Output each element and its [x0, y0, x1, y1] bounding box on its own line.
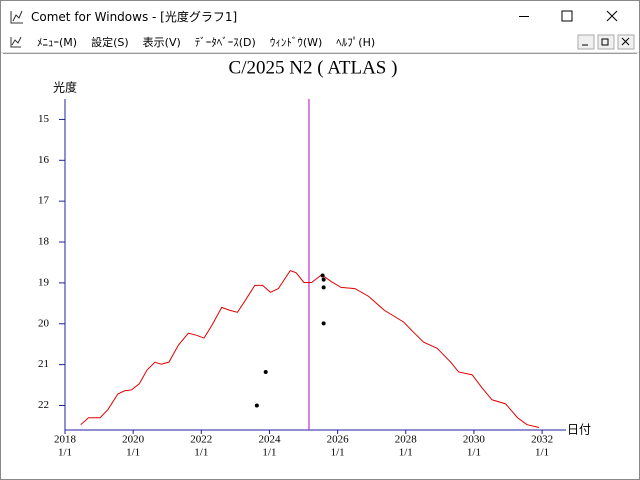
observation: [321, 277, 326, 282]
y-tick-label: 20: [38, 317, 50, 329]
observation: [321, 321, 326, 326]
y-tick-label: 15: [38, 113, 50, 125]
y-axis-label: 光度: [53, 80, 77, 95]
maximize[interactable]: [561, 10, 573, 22]
brightness-curve: [80, 270, 540, 429]
chart-title: C/2025 N2 ( ATLAS ): [229, 57, 398, 78]
y-tick-label: 22: [38, 399, 49, 411]
window-controls[interactable]: [499, 1, 639, 32]
close[interactable]: [606, 10, 618, 22]
x-axis-label: 日付: [567, 423, 591, 437]
x-tick-label: 2024: [258, 434, 281, 446]
observation: [320, 273, 325, 278]
observation: [321, 285, 326, 290]
x-tick-label: 2026: [327, 434, 350, 446]
x-tick-sublabel: 1/1: [262, 447, 276, 459]
x-tick-sublabel: 1/1: [331, 447, 345, 459]
title-bar: Comet for Windows - [光度グラフ1]: [1, 1, 639, 32]
x-tick-sublabel: 1/1: [194, 447, 208, 459]
menu-icon: [10, 36, 22, 48]
menu-item[interactable]: 設定(S): [91, 36, 129, 49]
window-title: Comet for Windows - [光度グラフ1]: [31, 10, 238, 24]
chart: C/2025 N2 ( ATLAS ) 光度 日付 15 16 17 18 19 20 21…: [3, 53, 637, 459]
menu-item[interactable]: ﾒﾆｭｰ(M): [37, 36, 78, 49]
observation: [254, 403, 259, 408]
menu-item[interactable]: 表示(V): [142, 36, 181, 49]
menu-item[interactable]: ﾃﾞｰﾀﾍﾞｰｽ(D): [194, 36, 256, 49]
x-tick-label: 2028: [395, 434, 418, 446]
x-tick-label: 2032: [531, 434, 553, 446]
x-tick-label: 2030: [463, 434, 486, 446]
x-tick-sublabel: 1/1: [399, 447, 413, 459]
y-tick-label: 21: [38, 358, 49, 370]
x-tick-label: 2020: [122, 434, 145, 446]
x-tick-label: 2018: [54, 434, 77, 446]
y-tick-label: 18: [38, 236, 50, 248]
y-tick-label: 16: [38, 154, 50, 166]
observation: [263, 369, 268, 374]
menu-item[interactable]: ﾍﾙﾌﾟ(H): [336, 36, 376, 49]
y-tick-label: 19: [38, 276, 50, 288]
y-tick-label: 17: [38, 195, 50, 207]
menu-item[interactable]: ｳｨﾝﾄﾞｳ(W): [269, 36, 323, 49]
x-tick-sublabel: 1/1: [58, 447, 72, 459]
menu-bar: ﾒﾆｭｰ(M) 設定(S) 表示(V) ﾃﾞｰﾀﾍﾞｰｽ(D) ｳｨﾝﾄﾞｳ(W) ﾍﾙﾌ…: [1, 32, 639, 53]
x-tick-label: 2022: [190, 434, 212, 446]
x-tick-sublabel: 1/1: [467, 447, 481, 459]
mdi-controls[interactable]: [577, 34, 637, 50]
x-tick-sublabel: 1/1: [535, 447, 549, 459]
x-tick-sublabel: 1/1: [126, 447, 140, 459]
app-icon: [10, 10, 23, 24]
